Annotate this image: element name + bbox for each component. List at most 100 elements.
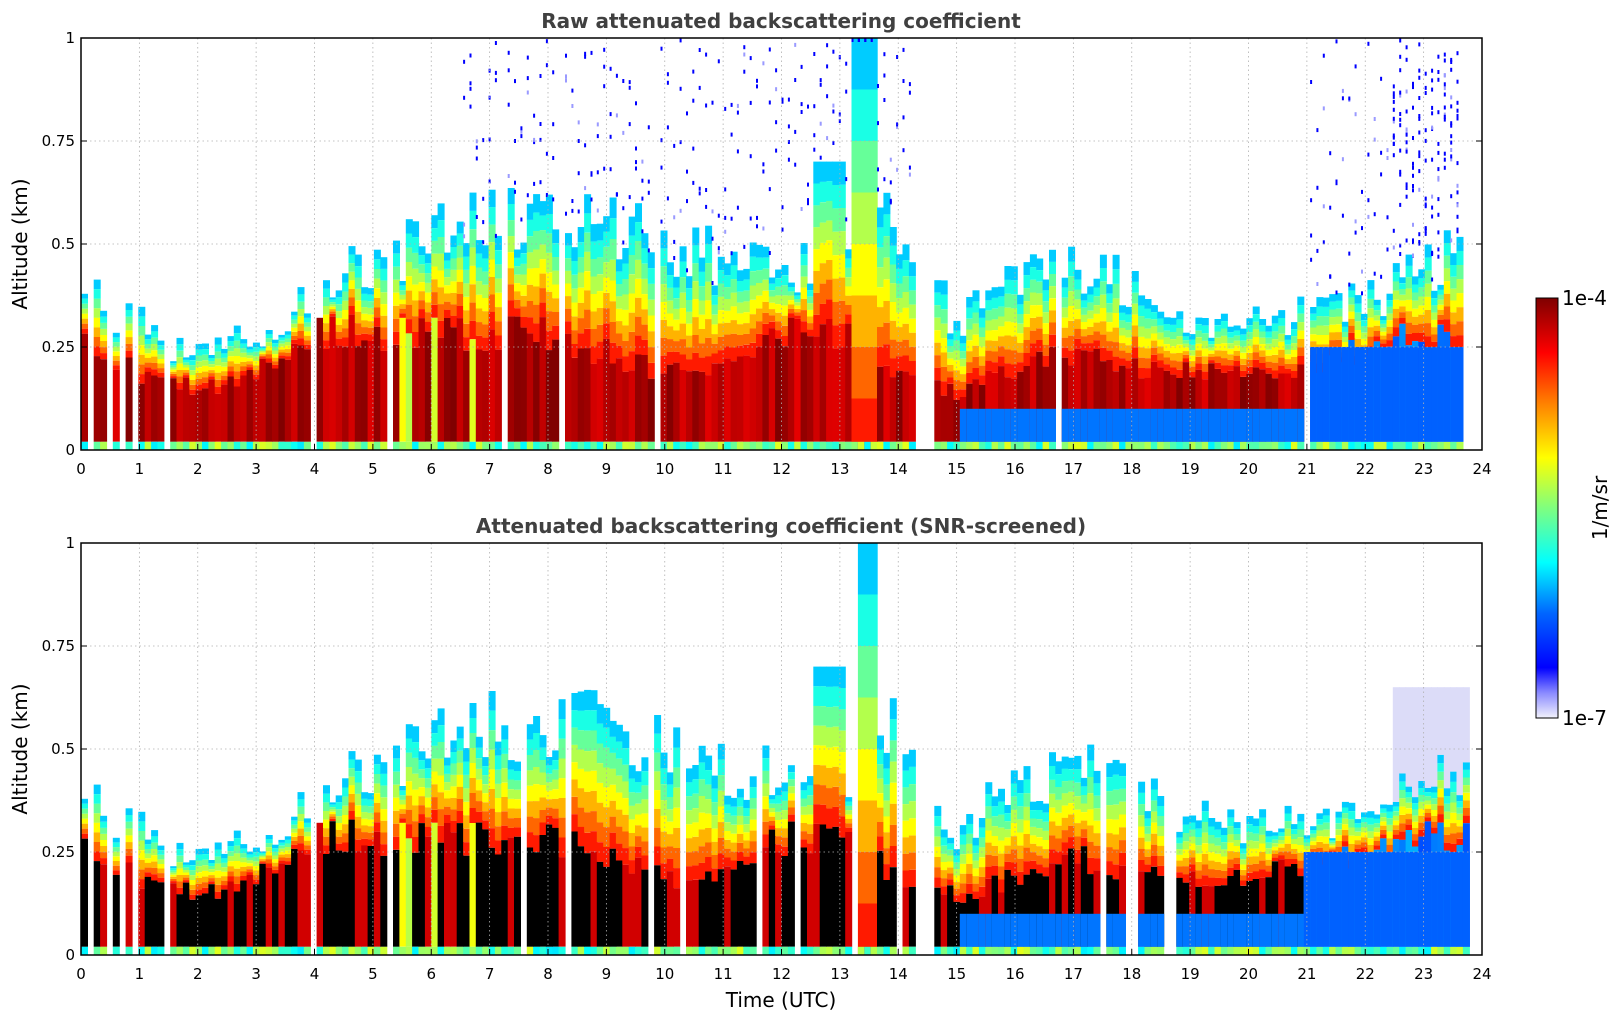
heatmap-cell xyxy=(889,441,897,450)
heatmap-cell xyxy=(978,308,986,318)
heatmap-cell xyxy=(934,441,942,450)
heatmap-cell xyxy=(603,231,611,247)
heatmap-cell xyxy=(692,851,700,866)
heatmap-cell xyxy=(482,757,490,767)
heatmap-cell xyxy=(444,765,451,774)
heatmap-cell xyxy=(1220,365,1228,373)
heatmap-cell xyxy=(367,294,375,302)
heatmap-cell xyxy=(698,314,706,329)
heatmap-cell xyxy=(1055,812,1063,826)
profile-column xyxy=(800,64,808,450)
profile-column xyxy=(819,78,827,450)
heatmap-cell xyxy=(170,369,178,372)
heatmap-cell xyxy=(883,257,891,280)
profile-column xyxy=(896,55,904,450)
heatmap-cell xyxy=(934,292,942,306)
heatmap-cell xyxy=(1010,350,1018,365)
heatmap-cell xyxy=(278,851,286,855)
heatmap-cell xyxy=(1023,366,1031,442)
heatmap-cell xyxy=(762,335,770,442)
heatmap-cell xyxy=(1233,345,1241,351)
heatmap-cell xyxy=(1392,829,1400,835)
heatmap-cell xyxy=(1068,365,1076,442)
noise-speckle xyxy=(800,110,803,114)
heatmap-cell xyxy=(1049,752,1056,767)
heatmap-cell xyxy=(1240,859,1247,865)
heatmap-cell xyxy=(93,822,101,833)
heatmap-cell xyxy=(743,333,751,345)
x-tick-label: 10 xyxy=(655,460,674,478)
heatmap-cell xyxy=(393,305,400,319)
heatmap-cell xyxy=(335,843,343,851)
heatmap-cell xyxy=(584,194,592,214)
heatmap-cell xyxy=(622,279,630,295)
heatmap-cell xyxy=(1023,340,1031,353)
heatmap-cell xyxy=(456,245,464,258)
heatmap-cell xyxy=(450,797,458,810)
heatmap-cell xyxy=(1227,408,1235,442)
heatmap-cell xyxy=(845,323,853,442)
heatmap-cell xyxy=(552,769,560,780)
heatmap-cell xyxy=(259,352,267,355)
heatmap-cell xyxy=(1405,288,1413,300)
heatmap-cell xyxy=(1220,856,1228,864)
heatmap-cell xyxy=(450,809,458,821)
noise-speckle xyxy=(482,138,485,143)
noise-speckle xyxy=(539,180,542,185)
heatmap-cell xyxy=(953,875,961,883)
heatmap-cell xyxy=(214,358,222,366)
heatmap-cell xyxy=(552,270,560,285)
heatmap-cell xyxy=(1386,347,1394,442)
heatmap-cell xyxy=(1042,312,1050,324)
heatmap-cell xyxy=(1443,347,1451,442)
heatmap-cell xyxy=(151,867,159,875)
profile-column xyxy=(857,38,865,450)
noise-speckle xyxy=(635,101,637,106)
heatmap-cell xyxy=(1074,782,1082,797)
heatmap-cell xyxy=(1246,441,1254,450)
heatmap-cell xyxy=(412,253,420,269)
heatmap-cell xyxy=(864,543,872,595)
heatmap-cell xyxy=(635,335,642,355)
heatmap-cell xyxy=(520,441,528,450)
heatmap-cell xyxy=(1412,292,1419,301)
heatmap-cell xyxy=(1284,836,1292,844)
heatmap-cell xyxy=(1119,763,1126,777)
heatmap-cell xyxy=(151,836,159,843)
heatmap-cell xyxy=(233,861,241,869)
heatmap-cell xyxy=(558,798,566,818)
heatmap-cell xyxy=(463,842,471,856)
heatmap-cell xyxy=(883,279,891,301)
heatmap-cell xyxy=(641,441,649,450)
heatmap-cell xyxy=(584,271,592,291)
heatmap-cell xyxy=(1284,913,1292,947)
heatmap-cell xyxy=(221,867,229,872)
heatmap-cell xyxy=(1284,368,1292,374)
noise-speckle xyxy=(1418,154,1421,159)
heatmap-cell xyxy=(265,867,273,947)
heatmap-cell xyxy=(902,292,910,308)
profile-column xyxy=(1182,816,1190,955)
heatmap-cell xyxy=(354,266,362,278)
heatmap-cell xyxy=(1431,305,1439,313)
heatmap-cell xyxy=(1036,305,1044,317)
heatmap-cell xyxy=(81,293,88,299)
profile-column xyxy=(558,699,566,955)
heatmap-cell xyxy=(1399,441,1407,450)
heatmap-cell xyxy=(864,347,872,399)
heatmap-cell xyxy=(246,857,254,861)
heatmap-cell xyxy=(985,782,993,795)
heatmap-cell xyxy=(883,344,891,366)
heatmap-cell xyxy=(1412,333,1419,342)
heatmap-cell xyxy=(1189,408,1197,442)
heatmap-cell xyxy=(1456,321,1464,336)
heatmap-cell xyxy=(775,820,783,829)
heatmap-cell xyxy=(1361,338,1368,346)
heatmap-cell xyxy=(488,847,496,947)
profile-column xyxy=(877,84,884,450)
heatmap-cell xyxy=(1329,849,1337,851)
heatmap-cell xyxy=(1220,946,1228,955)
heatmap-cell xyxy=(189,360,197,366)
heatmap-cell xyxy=(456,233,464,246)
profile-column xyxy=(628,80,636,450)
